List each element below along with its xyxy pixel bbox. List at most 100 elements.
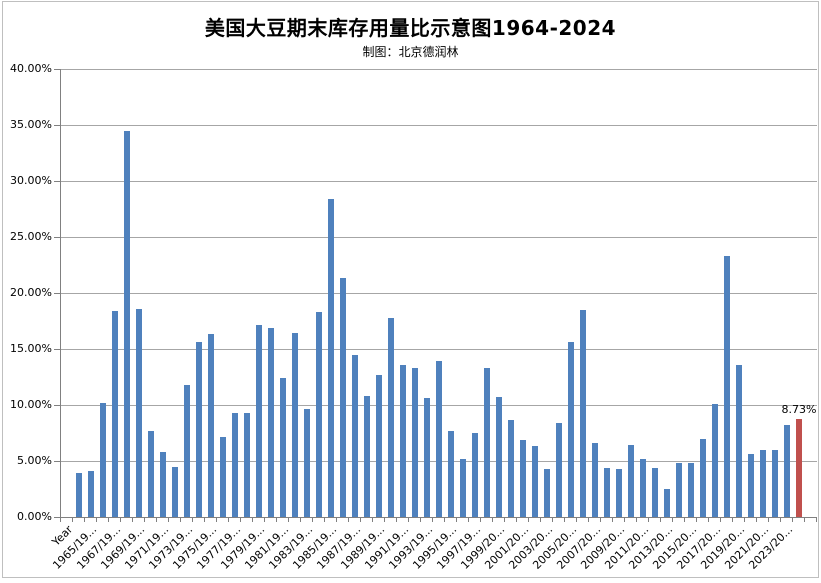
chart-subtitle: 制图：北京德润林 <box>362 45 459 59</box>
bar-1983/1984 <box>304 409 310 517</box>
bar-2009/2010 <box>616 468 622 517</box>
y-axis-tick <box>54 405 60 406</box>
x-axis-tick <box>624 518 625 522</box>
y-tick-label: 5.00% <box>17 454 52 467</box>
x-axis-tick <box>288 518 289 522</box>
x-axis-tick <box>180 518 181 522</box>
x-axis-tick <box>228 518 229 522</box>
x-axis-tick <box>120 518 121 522</box>
x-axis-tick <box>780 518 781 522</box>
x-axis-tick <box>576 518 577 522</box>
y-tick-label: 35.00% <box>10 118 52 131</box>
bar-1982/1983 <box>292 333 298 517</box>
x-axis-labels: Year 1965/19... 1967/19... 1969/19... 1971/1… <box>50 521 816 581</box>
bar-2010/2011 <box>628 445 634 517</box>
x-axis-tick <box>456 518 457 522</box>
bar-1985/1986 <box>328 198 334 517</box>
bar-2005/2006 <box>568 342 574 517</box>
bar-1966/1967 <box>100 402 106 517</box>
bar-2016/2017 <box>700 438 706 517</box>
x-axis-tick <box>83 518 85 522</box>
y-axis-tick <box>54 461 60 462</box>
bar-1995/1996 <box>448 430 454 517</box>
x-axis-tick <box>108 518 109 522</box>
bar-2023/2024 <box>784 425 790 517</box>
x-axis-tick <box>144 518 145 522</box>
y-axis-tick <box>54 293 60 294</box>
y-tick-label: 0.00% <box>17 510 52 523</box>
x-axis-tick <box>636 518 637 522</box>
x-axis-tick <box>816 518 817 522</box>
bar-1971/1972 <box>160 452 166 517</box>
x-axis-tick <box>312 518 313 522</box>
x-axis-tick <box>96 518 97 522</box>
chart-title: 美国大豆期末库存用量比示意图1964-2024 <box>204 16 617 40</box>
bar-1986/1987 <box>340 278 346 517</box>
bar-2003/2004 <box>544 468 550 517</box>
bar-1991/1992 <box>400 364 406 517</box>
bar-1997/1998 <box>472 433 478 517</box>
x-axis-ticks <box>60 518 817 522</box>
x-axis-tick <box>588 518 589 522</box>
x-axis-tick <box>660 518 661 522</box>
bar-1990/1991 <box>388 317 394 517</box>
bar-2022/2023 <box>772 449 778 517</box>
y-axis-tick <box>54 181 60 182</box>
gridline <box>61 293 817 294</box>
x-axis-tick <box>732 518 733 522</box>
bar-2014/2015 <box>676 463 682 517</box>
bar-1989/1990 <box>376 374 382 517</box>
bar-2002/2003 <box>532 446 538 517</box>
bar-1988/1989 <box>364 396 370 517</box>
x-axis-tick <box>276 518 277 522</box>
x-axis-tick <box>204 518 205 522</box>
x-axis-tick <box>60 518 61 522</box>
x-axis-tick <box>384 518 385 522</box>
x-axis-tick <box>768 518 769 522</box>
y-axis-tick <box>54 125 60 126</box>
bar-1992/1993 <box>412 368 418 517</box>
bar-1972/1973 <box>172 466 178 517</box>
x-axis-tick <box>684 518 685 522</box>
gridline <box>61 69 817 70</box>
x-axis-tick <box>792 518 793 522</box>
bar-2020/2021 <box>748 454 754 517</box>
x-axis-tick <box>516 518 517 522</box>
x-axis-tick <box>156 518 157 522</box>
x-axis-tick <box>492 518 493 522</box>
x-axis-tick <box>468 518 469 522</box>
bar-1980/1981 <box>268 327 274 517</box>
x-axis-tick <box>336 518 337 522</box>
bar-1987/1988 <box>351 354 358 517</box>
bar-1967/1968 <box>112 310 118 517</box>
x-axis-tick <box>671 518 673 522</box>
x-axis-tick <box>480 518 481 522</box>
x-axis-tick <box>71 518 73 522</box>
x-axis-tick <box>360 518 361 522</box>
bar-1968/1969 <box>124 130 130 517</box>
bar-1996/1997 <box>460 458 466 517</box>
bar-2019/2020 <box>736 364 742 517</box>
y-axis-tick <box>54 349 60 350</box>
y-tick-label: 10.00% <box>10 398 52 411</box>
bar-2001/2002 <box>520 439 526 517</box>
x-axis-tick <box>324 518 325 522</box>
bar-1970/1971 <box>148 430 154 517</box>
x-axis-tick <box>600 518 601 522</box>
x-axis-tick <box>804 518 805 522</box>
bar-2006/2007 <box>580 309 586 517</box>
gridline <box>61 237 817 238</box>
x-axis-tick <box>408 518 409 522</box>
bar-1964/1965 <box>76 473 82 517</box>
bar-2013/2014 <box>663 489 670 517</box>
bar-1973/1974 <box>184 384 190 517</box>
x-axis-tick <box>564 518 565 522</box>
x-axis-tick <box>132 518 133 522</box>
bar-1974/1975 <box>196 342 202 517</box>
bar-1993/1994 <box>424 398 430 517</box>
y-tick-label: 15.00% <box>10 342 52 355</box>
bar-2021/2022 <box>760 449 766 517</box>
x-axis-tick <box>708 518 709 522</box>
x-axis-tick <box>240 518 241 522</box>
bar-2018/2019 <box>724 256 730 517</box>
